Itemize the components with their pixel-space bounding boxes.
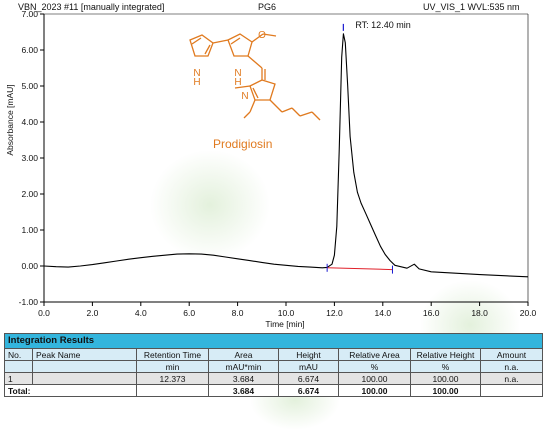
cell-no: 1	[4, 372, 33, 385]
y-axis-title: Absorbance [mAU]	[5, 84, 15, 155]
table-title-row: Integration Results	[3, 333, 544, 349]
unit-cell: %	[338, 360, 411, 373]
col-header-relative-area: Relative Area	[338, 348, 411, 361]
total-amount	[479, 384, 544, 397]
unit-cell: mAU*min	[208, 360, 279, 373]
unit-cell: %	[410, 360, 481, 373]
peak-annotation: RT: 12.40 min	[342, 20, 411, 31]
unit-cell: min	[136, 360, 209, 373]
cell-amount: n.a.	[479, 372, 544, 385]
background-leaf-blob	[150, 150, 270, 260]
y-axis: -1.00 0.00 1.00 2.00 3.00 4.00 5.00 6.00 7.00	[19, 9, 44, 307]
total-label: Total:	[4, 384, 137, 397]
chromatogram-chart: -1.00 0.00 1.00 2.00 3.00 4.00 5.00 6.00 7.00 0.…	[5, 9, 537, 329]
unit-cell: mAU	[278, 360, 339, 373]
y-tick-label: 7.00	[21, 9, 38, 19]
y-tick-label: 5.00	[21, 81, 38, 91]
atom-label-nh-b: N	[234, 68, 241, 79]
prodigiosin-structure-drawing	[189, 33, 321, 121]
x-axis-title: Time [min]	[265, 319, 304, 329]
y-tick-label: -1.00	[19, 297, 39, 307]
table-title: Integration Results	[3, 333, 544, 349]
traces	[43, 33, 529, 278]
x-tick-label: 0.0	[38, 308, 50, 318]
integration-baseline	[327, 267, 393, 271]
cell-peak-name	[32, 372, 137, 385]
x-tick-label: 14.0	[375, 308, 392, 318]
pyrrole-ring-a	[189, 34, 214, 57]
x-tick-label: 18.0	[471, 308, 488, 318]
peak-rt-label: RT: 12.40 min	[355, 20, 410, 30]
unit-cell	[32, 360, 137, 373]
col-header-peak-name: Peak Name	[32, 348, 137, 361]
x-tick-label: 6.0	[183, 308, 195, 318]
cell-height: 6.674	[278, 372, 339, 385]
cell-relative-height: 100.00	[410, 372, 481, 385]
x-tick-label: 10.0	[278, 308, 295, 318]
total-area: 3.684	[208, 384, 279, 397]
col-header-amount: Amount	[479, 348, 544, 361]
x-tick-label: 20.0	[520, 308, 537, 318]
x-tick-label: 2.0	[86, 308, 98, 318]
integration-results-table: Integration Results No. Peak Name Retent…	[3, 333, 544, 397]
y-tick-label: 6.00	[21, 45, 38, 55]
table-row: 1 12.373 3.684 6.674 100.00 100.00 n.a.	[4, 372, 544, 385]
x-axis: 0.0 2.0 4.0 6.0 8.0 10.0 12.0 14.0 16.0 18.0 20.0	[38, 302, 537, 318]
chromatogram-header: VBN_2023 #11 [manually integrated] PG6 U…	[0, 0, 550, 14]
chromatogram-trace	[43, 33, 529, 278]
total-retention-time	[136, 384, 209, 397]
atom-label-o: O	[258, 30, 266, 41]
table-header-row: No. Peak Name Retention Time Area Height…	[4, 348, 544, 361]
header-sample-name: PG6	[258, 2, 277, 12]
y-tick-label: 1.00	[21, 225, 38, 235]
table-units-row: min mAU*min mAU % % n.a.	[4, 360, 544, 373]
x-tick-label: 16.0	[423, 308, 440, 318]
col-header-retention-time: Retention Time	[136, 348, 209, 361]
y-tick-label: 0.00	[21, 261, 38, 271]
cell-area: 3.684	[208, 372, 279, 385]
atom-label-h-b: H	[234, 77, 241, 88]
molecule-name: Prodigiosin	[213, 137, 272, 151]
unit-cell: n.a.	[479, 360, 544, 373]
pyrrole-ring-c	[249, 79, 276, 101]
cell-relative-area: 100.00	[338, 372, 411, 385]
header-detector-info: UV_VIS_1 WVL:535 nm	[423, 2, 520, 12]
atom-label-nh-a: N	[193, 68, 200, 79]
col-header-relative-height: Relative Height	[410, 348, 481, 361]
pyrrole-ring-b	[227, 33, 253, 57]
table-total-row: Total: 3.684 6.674 100.00 100.00	[4, 384, 544, 397]
total-height: 6.674	[278, 384, 339, 397]
y-tick-label: 2.00	[21, 189, 38, 199]
atom-label-h-a: H	[193, 77, 200, 88]
y-tick-label: 3.00	[21, 153, 38, 163]
header-sample-info: VBN_2023 #11 [manually integrated]	[18, 2, 165, 12]
total-relative-height: 100.00	[410, 384, 481, 397]
y-tick-label: 4.00	[21, 117, 38, 127]
x-tick-label: 8.0	[232, 308, 244, 318]
plot-frame	[43, 13, 529, 303]
col-header-no: No.	[4, 348, 33, 361]
total-relative-area: 100.00	[338, 384, 411, 397]
col-header-height: Height	[278, 348, 339, 361]
atom-label-n-c: N	[241, 91, 248, 102]
col-header-area: Area	[208, 348, 279, 361]
unit-cell	[4, 360, 33, 373]
cell-retention-time: 12.373	[136, 372, 209, 385]
x-tick-label: 4.0	[135, 308, 147, 318]
x-tick-label: 12.0	[326, 308, 343, 318]
